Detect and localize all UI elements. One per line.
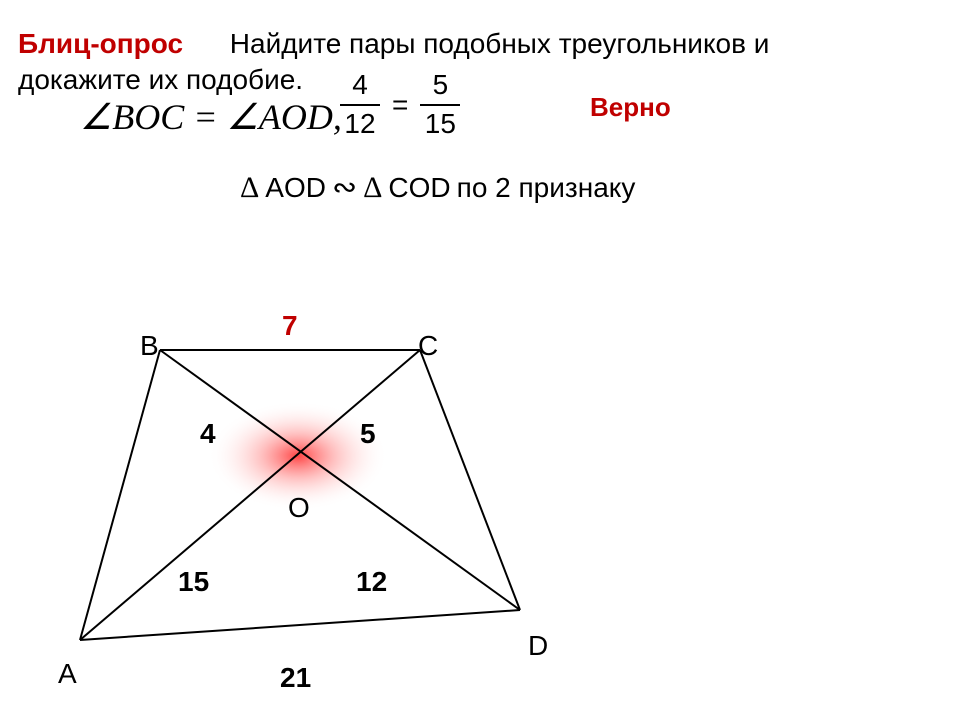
frac-right-bar xyxy=(420,104,460,106)
label-BO: 4 xyxy=(200,418,216,450)
title-line-1: Блиц-опрос Найдите пары подобных треугол… xyxy=(18,28,769,60)
angle-equation: ∠BOC = ∠AOD, xyxy=(80,96,342,138)
label-A: A xyxy=(58,658,77,690)
title-rest xyxy=(191,28,230,59)
delta-2: Δ xyxy=(363,171,382,205)
title-line-2: докажите их подобие. xyxy=(18,64,303,96)
equals-sign: = xyxy=(392,89,408,121)
frac-right-num: 5 xyxy=(433,70,449,101)
verno-label: Верно xyxy=(590,92,671,123)
blitz-label: Блиц-опрос xyxy=(18,28,183,59)
triangle-1: AOD xyxy=(265,172,326,204)
frac-left-num: 4 xyxy=(352,70,368,101)
label-B: B xyxy=(140,330,159,362)
label-DO: 12 xyxy=(356,566,387,598)
frac-left-den: 12 xyxy=(344,109,375,140)
similarity-line: Δ AOD ∾ Δ COD по 2 признаку xyxy=(240,170,635,205)
fraction-right: 5 15 xyxy=(420,70,460,140)
label-D: D xyxy=(528,630,548,662)
diagram-svg xyxy=(30,270,590,700)
title-rest-text: Найдите пары подобных треугольников и xyxy=(230,28,770,59)
similar-symbol: ∾ xyxy=(332,170,357,205)
label-C: C xyxy=(418,330,438,362)
delta-1: Δ xyxy=(240,171,259,205)
frac-right-den: 15 xyxy=(425,109,456,140)
triangle-2: COD xyxy=(388,172,450,204)
label-AD: 21 xyxy=(280,662,311,694)
label-BC: 7 xyxy=(282,310,298,342)
label-AO: 15 xyxy=(178,566,209,598)
frac-left-bar xyxy=(340,104,380,106)
geometry-diagram: A B C D O 7 4 5 15 12 21 xyxy=(30,270,590,700)
label-CO: 5 xyxy=(360,418,376,450)
fraction-left: 4 12 xyxy=(340,70,380,140)
label-O: O xyxy=(288,492,310,524)
criterion: по 2 признаку xyxy=(457,172,636,204)
fraction-equality: 4 12 = 5 15 xyxy=(340,70,460,140)
